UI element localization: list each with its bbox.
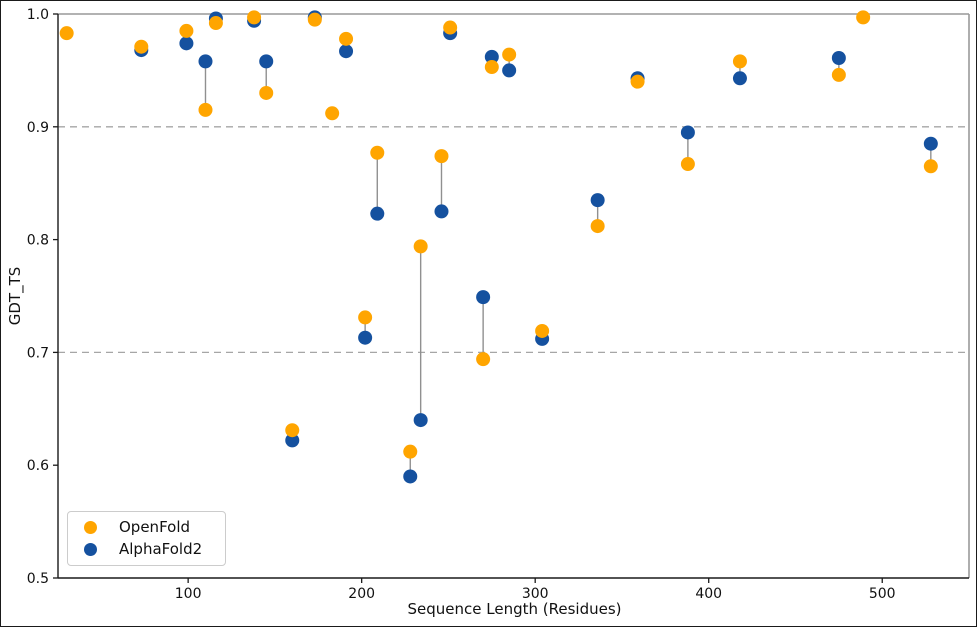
- point-openfold: [732, 54, 747, 69]
- x-tick-label: 100: [175, 586, 202, 602]
- point-alphafold2: [590, 193, 605, 208]
- point-alphafold2: [831, 50, 846, 65]
- y-tick-label: 0.9: [27, 120, 49, 136]
- legend-item-alphafold2: AlphaFold2: [84, 542, 225, 557]
- y-tick-label: 0.5: [27, 571, 49, 587]
- point-openfold: [208, 16, 223, 31]
- point-openfold: [259, 85, 274, 100]
- point-alphafold2: [502, 63, 517, 78]
- point-openfold: [502, 47, 517, 62]
- y-tick-label: 0.7: [27, 345, 49, 361]
- point-openfold: [59, 26, 74, 41]
- point-alphafold2: [923, 136, 938, 151]
- legend: OpenFold AlphaFold2: [67, 511, 226, 566]
- point-alphafold2: [179, 36, 194, 51]
- point-alphafold2: [285, 433, 300, 448]
- point-alphafold2: [484, 49, 499, 64]
- point-openfold: [325, 106, 340, 121]
- x-axis-label: Sequence Length (Residues): [407, 600, 622, 618]
- point-openfold: [680, 157, 695, 172]
- point-alphafold2: [358, 330, 373, 345]
- point-openfold: [285, 423, 300, 438]
- point-openfold: [630, 74, 645, 89]
- point-openfold: [307, 12, 322, 27]
- point-openfold: [484, 60, 499, 75]
- point-openfold: [339, 31, 354, 46]
- point-openfold: [590, 219, 605, 234]
- point-alphafold2: [413, 413, 428, 428]
- x-tick-label: 500: [869, 586, 896, 602]
- legend-label-alphafold2: AlphaFold2: [119, 540, 203, 558]
- point-openfold: [923, 159, 938, 174]
- point-alphafold2: [680, 125, 695, 140]
- point-openfold: [831, 67, 846, 82]
- point-alphafold2: [732, 71, 747, 86]
- point-openfold: [134, 39, 149, 54]
- point-alphafold2: [370, 206, 385, 221]
- point-alphafold2: [476, 290, 491, 305]
- point-openfold: [247, 10, 262, 25]
- y-tick-label: 0.8: [27, 233, 49, 249]
- legend-item-openfold: OpenFold: [84, 520, 225, 535]
- point-openfold: [413, 239, 428, 254]
- point-openfold: [358, 310, 373, 325]
- point-openfold: [476, 352, 491, 367]
- openfold-marker-icon: [84, 521, 97, 534]
- point-openfold: [403, 444, 418, 459]
- y-axis-label: GDT_TS: [6, 266, 24, 326]
- point-openfold: [179, 23, 194, 38]
- y-tick-label: 0.6: [27, 458, 49, 474]
- point-openfold: [856, 10, 871, 25]
- point-alphafold2: [259, 54, 274, 69]
- point-alphafold2: [434, 204, 449, 219]
- point-openfold: [370, 145, 385, 160]
- y-tick-label: 1.0: [27, 7, 49, 23]
- point-openfold: [443, 20, 458, 35]
- point-alphafold2: [403, 469, 418, 484]
- alphafold2-marker-icon: [84, 543, 97, 556]
- point-alphafold2: [198, 54, 213, 69]
- point-openfold: [535, 323, 550, 338]
- x-tick-label: 400: [695, 586, 722, 602]
- point-openfold: [434, 149, 449, 164]
- x-tick-label: 300: [522, 586, 549, 602]
- point-alphafold2: [339, 44, 354, 59]
- legend-label-openfold: OpenFold: [119, 518, 191, 536]
- x-tick-label: 200: [348, 586, 375, 602]
- point-openfold: [198, 102, 213, 117]
